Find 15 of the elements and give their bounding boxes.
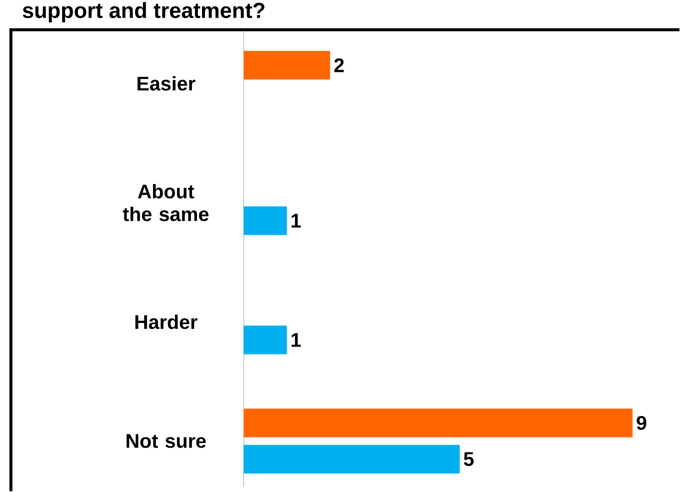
chart-title: support and treatment? — [22, 2, 264, 23]
y-tick-label: Harder — [135, 314, 198, 330]
y-tick-label: About the same — [122, 184, 209, 222]
bar — [244, 206, 287, 236]
bar — [244, 444, 460, 474]
data-label: 1 — [292, 214, 301, 228]
y-tick-label: Easier — [138, 76, 196, 91]
bar — [244, 408, 633, 438]
bar — [244, 51, 330, 80]
data-label: 2 — [334, 58, 344, 72]
y-tick-label: Not sure — [126, 434, 206, 448]
data-label: 5 — [464, 452, 474, 466]
data-label: 1 — [292, 333, 301, 347]
bar — [244, 326, 287, 354]
data-label: 9 — [636, 416, 646, 430]
